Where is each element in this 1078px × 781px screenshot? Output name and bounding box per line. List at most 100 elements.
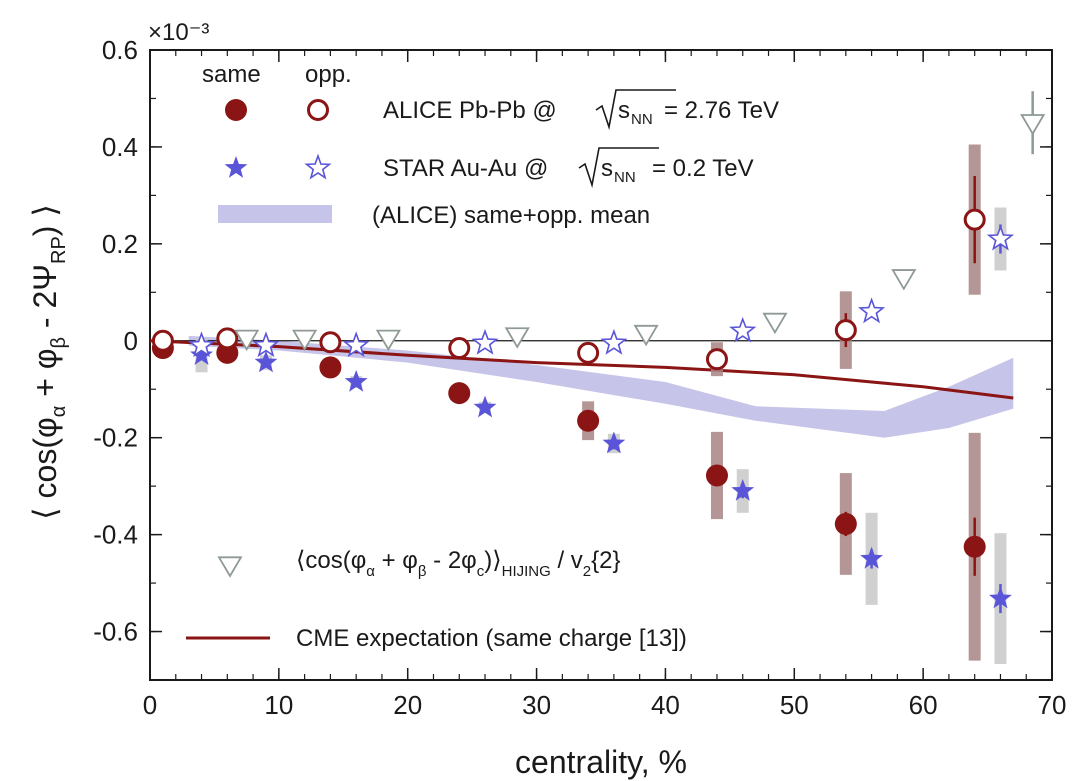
- legend-star-energy: = 0.2 TeV: [652, 155, 754, 182]
- legend-alice-nn: NN: [631, 111, 653, 128]
- star_same-point: [190, 343, 213, 365]
- hijing-point: [762, 312, 788, 335]
- alice_same-point: [448, 382, 471, 405]
- plot-frame: [149, 49, 1053, 681]
- y-title-text: ⟨ cos(φ: [27, 417, 63, 520]
- y-tick-label: 0.2: [102, 229, 138, 259]
- hijing-point: [1020, 114, 1046, 136]
- star_same-point: [602, 431, 626, 454]
- mean-band-layer: [188, 335, 1014, 438]
- alice_opp-point: [834, 319, 857, 342]
- sqrt-symbol: [578, 147, 659, 189]
- legend-alice-s: s: [618, 97, 630, 124]
- y-title-text: + φ: [27, 348, 63, 405]
- alice_same-point: [963, 535, 986, 558]
- y-tick-label: 0: [124, 326, 138, 356]
- alice_opp-point: [577, 341, 600, 364]
- y-multiplier: ×10⁻³: [148, 19, 209, 46]
- star_opp-point: [858, 297, 886, 324]
- legend-star-nn: NN: [614, 169, 636, 186]
- legend-cme-label: CME expectation (same charge [13]): [296, 625, 687, 652]
- y-title-text: - 2Ψ: [27, 264, 63, 337]
- y-title-subscript: RP: [48, 236, 70, 264]
- star_opp-point: [471, 328, 499, 355]
- x-tick-label: 30: [522, 690, 551, 720]
- alice_opp-point: [705, 348, 728, 371]
- mean-band: [188, 335, 1014, 438]
- legend-star-same-marker: [224, 156, 248, 178]
- y-tick-label: -0.4: [93, 520, 138, 550]
- alice_opp-point: [319, 331, 342, 354]
- x-tick-label: 10: [264, 690, 293, 720]
- alice_same-point: [834, 512, 857, 535]
- y-tick-label: -0.2: [93, 423, 138, 453]
- cme-curve-layer: [149, 339, 1014, 400]
- x-tick-label: 60: [909, 690, 938, 720]
- legend-hijing-label: ⟨cos(φα + φβ - 2φc)⟩HIJING / v2{2}: [296, 547, 621, 580]
- star_opp-point: [986, 224, 1015, 251]
- hijing-text: {2}: [591, 547, 620, 574]
- alice_same-point: [705, 464, 728, 487]
- legend-alice-opp-marker: [307, 99, 329, 121]
- hijing-point: [234, 329, 260, 352]
- y-axis-title: ⟨ cos(φα + φβ - 2ΨRP) ⟩: [27, 204, 70, 520]
- legend-alice-energy: = 2.76 TeV: [664, 97, 779, 124]
- x-axis-title: centrality, %: [515, 744, 687, 780]
- hijing-point: [633, 324, 659, 347]
- plot-frame-rect: [149, 49, 1053, 681]
- star_opp-point: [729, 316, 757, 343]
- alice_same-point: [319, 356, 342, 379]
- markers-layer: [151, 114, 1046, 609]
- y-title-subscript: β: [48, 337, 70, 349]
- axes-layer: 0.6 0.4 0.2 0 -0.2 -0.4 -0.6 0 10 20 30 40 50 60 70: [93, 35, 1066, 720]
- y-tick-label: 0.4: [102, 132, 138, 162]
- sqrt-symbol: [595, 89, 676, 131]
- hijing-text: ⟨cos(φ: [296, 547, 366, 574]
- star_same-point: [989, 586, 1012, 609]
- alice_same-point: [577, 409, 600, 432]
- legend-alice-label: ALICE Pb-Pb @: [383, 97, 557, 124]
- y-tick-label: -0.6: [93, 617, 138, 647]
- star_same-point: [731, 479, 755, 501]
- hijing-point: [375, 329, 401, 352]
- y-tick-label: 0.6: [102, 35, 138, 65]
- star_same-point: [254, 350, 278, 373]
- x-tick-label: 40: [651, 690, 680, 720]
- alice_opp-point: [151, 329, 174, 352]
- legend-same-header: same: [202, 61, 261, 88]
- hijing-subscript: 2: [583, 563, 591, 580]
- alice_opp-point: [963, 208, 986, 231]
- legend-star-s: s: [601, 155, 613, 182]
- legend-band-label: (ALICE) same+opp. mean: [372, 202, 650, 229]
- hijing-subscript: β: [418, 563, 427, 580]
- y-title-subscript: α: [48, 406, 70, 418]
- x-tick-label: 70: [1038, 690, 1067, 720]
- hijing-point: [504, 327, 530, 349]
- hijing-text: / v: [551, 547, 583, 574]
- axis-labels: centrality, %×10⁻³⟨ cos(φα + φβ - 2ΨRP) …: [27, 19, 687, 780]
- x-tick-label: 20: [393, 690, 422, 720]
- star_opp-point: [252, 331, 280, 358]
- hijing-text: )⟩: [484, 547, 501, 574]
- hijing-text: + φ: [375, 547, 418, 574]
- hijing-subscript: α: [366, 563, 375, 580]
- star_same-point: [344, 370, 368, 392]
- legend-star-label: STAR Au-Au @: [383, 155, 548, 182]
- star_opp-point: [342, 331, 370, 358]
- star_same-point: [860, 546, 883, 569]
- alice_opp-point: [448, 337, 471, 360]
- hijing-point: [891, 269, 917, 291]
- legend-star-opp-marker: [304, 153, 332, 180]
- legend-alice-same-marker: [225, 99, 247, 121]
- x-tick-label: 0: [143, 690, 157, 720]
- star_same-point: [473, 395, 497, 418]
- hijing-subscript: HIJING: [502, 563, 551, 580]
- y-title-text: ) ⟩: [27, 204, 63, 236]
- star_opp-point: [187, 331, 216, 358]
- hijing-subscript: c: [477, 563, 485, 580]
- cme-curve: [149, 339, 1014, 400]
- legend-opp-header: opp.: [305, 61, 352, 88]
- star_opp-point: [600, 328, 628, 355]
